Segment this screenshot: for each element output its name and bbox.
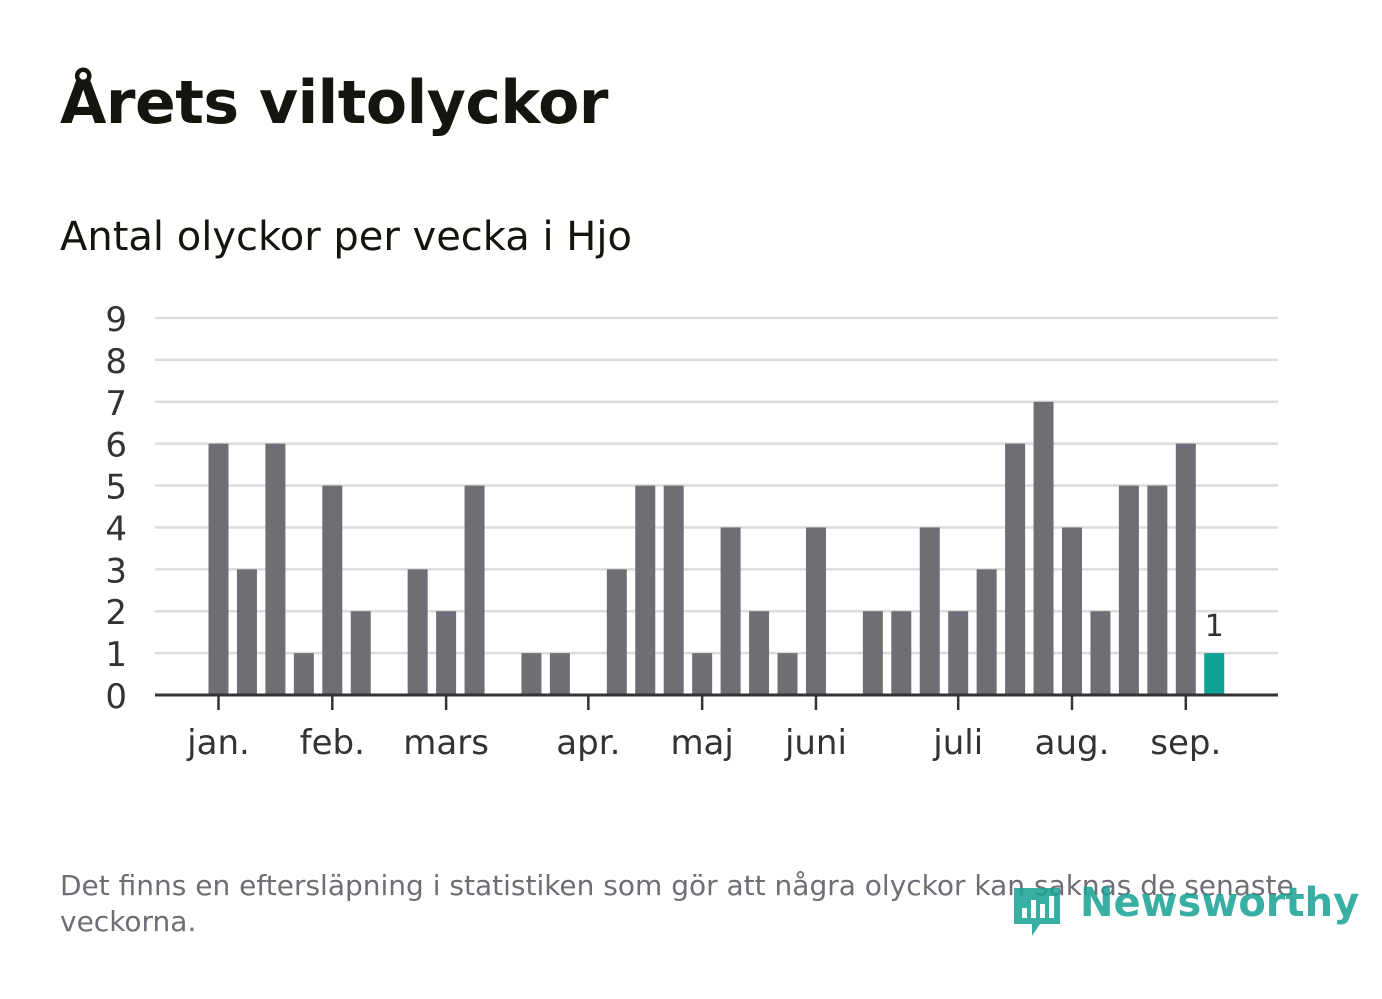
bar [436, 611, 457, 695]
bar [1118, 485, 1139, 695]
bar [293, 653, 314, 695]
bar [322, 485, 343, 695]
bar [663, 485, 684, 695]
y-tick-label: 0 [105, 677, 127, 717]
y-tick-label: 1 [105, 635, 127, 675]
bar [549, 653, 570, 695]
bar [862, 611, 883, 695]
bar [208, 443, 229, 695]
bar [521, 653, 542, 695]
newsworthy-logo-text: Newsworthy [1080, 880, 1360, 926]
bar [407, 569, 428, 695]
bar [777, 653, 798, 695]
footnote: Det finns en eftersläpning i statistiken… [60, 869, 1294, 938]
bar [236, 569, 257, 695]
data-label: 1 [1205, 609, 1224, 644]
bar [1062, 527, 1082, 695]
y-tick-label: 8 [105, 342, 127, 382]
newsworthy-logo-icon [1014, 888, 1060, 936]
bar [976, 569, 997, 695]
bar [1175, 443, 1196, 695]
y-tick-label: 7 [105, 384, 127, 424]
bar [805, 527, 826, 695]
bar [891, 611, 912, 695]
bar [749, 611, 770, 695]
y-tick-label: 4 [105, 509, 127, 549]
bar [464, 485, 485, 695]
x-tick-label: maj [670, 723, 733, 763]
bar [720, 527, 741, 695]
bar-highlight [1204, 653, 1225, 695]
y-tick-label: 5 [105, 468, 127, 508]
y-tick-label: 9 [105, 300, 127, 340]
x-tick-label: juni [784, 723, 847, 763]
x-axis: jan. feb. mars apr. maj juni juli aug. sep. [155, 693, 1278, 763]
bar [350, 611, 371, 695]
chart-title: Årets viltolyckor [60, 68, 609, 138]
bar [1005, 443, 1026, 695]
data-labels: 1 [1205, 609, 1224, 644]
x-tick-label: sep. [1150, 723, 1221, 763]
bar [692, 653, 713, 695]
x-tick-label: apr. [556, 723, 620, 763]
bar [606, 569, 627, 695]
y-tick-label: 3 [105, 551, 127, 591]
bar [919, 527, 940, 695]
bar [1147, 485, 1168, 695]
newsworthy-logo: Newsworthy [1010, 876, 1359, 946]
chart-subtitle: Antal olyckor per vecka i Hjo [60, 214, 632, 260]
bar [948, 611, 969, 695]
bar [635, 485, 656, 695]
bar [1033, 401, 1054, 695]
bar [1090, 611, 1111, 695]
y-tick-label: 6 [105, 426, 127, 466]
x-tick-label: feb. [300, 723, 365, 763]
bars [208, 401, 1225, 695]
y-tick-label: 2 [105, 593, 127, 633]
x-tick-label: mars [403, 723, 489, 763]
x-tick-label: aug. [1035, 723, 1110, 763]
bar [265, 443, 286, 695]
x-tick-label: jan. [186, 723, 250, 763]
x-tick-label: juli [932, 723, 983, 763]
